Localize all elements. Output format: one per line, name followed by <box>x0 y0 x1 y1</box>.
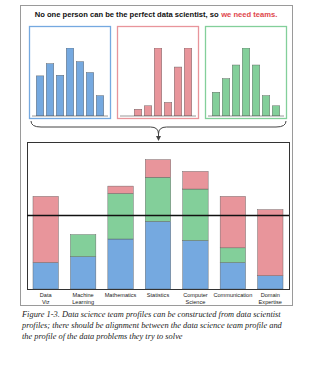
x-tick-label: DomainExpertise <box>259 292 282 305</box>
baseline <box>32 116 108 117</box>
label-line: Science <box>185 299 205 305</box>
bar <box>164 102 172 116</box>
profile-panel <box>118 27 199 119</box>
bar-segment <box>33 263 58 289</box>
bar <box>144 106 152 116</box>
plot-frame <box>28 143 290 290</box>
bar-segment <box>108 186 133 193</box>
brace <box>31 121 286 134</box>
bar-segment <box>220 248 245 263</box>
outer-frame <box>21 6 293 306</box>
x-tick-label: Mathematics <box>105 292 137 298</box>
label-line: Machine <box>73 292 94 298</box>
x-tick-label: Communication <box>213 292 252 298</box>
bar <box>212 92 220 116</box>
bar <box>46 64 54 116</box>
bar <box>56 75 64 116</box>
bar-segment <box>183 240 208 289</box>
label-line: Mathematics <box>105 292 137 298</box>
bar <box>242 48 250 116</box>
bar-segment <box>70 257 95 289</box>
label-line: Statistics <box>147 292 170 298</box>
bar-segment <box>70 235 95 257</box>
bar-segment <box>145 160 170 178</box>
bars <box>36 48 104 116</box>
bar <box>262 96 270 116</box>
panel-frame <box>206 27 287 119</box>
label-line: Viz <box>42 299 50 305</box>
title: No one person can be the perfect data sc… <box>35 10 278 19</box>
label-line: Communication <box>213 292 252 298</box>
bar-segment <box>70 234 95 235</box>
label-line: Domain <box>261 292 280 298</box>
bar <box>252 65 260 116</box>
bar-segment <box>220 196 245 247</box>
bar <box>232 65 240 116</box>
title-emphasis: we need teams. <box>220 10 277 19</box>
caption: Figure 1-3. Data science team profiles c… <box>22 309 294 342</box>
bar <box>154 48 162 116</box>
x-tick-label: ComputerScience <box>183 292 208 305</box>
bar-segment <box>220 263 245 289</box>
bar-segment <box>258 276 283 289</box>
bar <box>134 109 142 116</box>
arrow-head <box>156 136 161 141</box>
bar <box>86 72 94 116</box>
bar <box>76 62 84 116</box>
bars <box>212 48 280 116</box>
profile-panel <box>206 27 287 119</box>
bar <box>96 96 104 116</box>
panel-frame <box>30 27 111 119</box>
label-line: Expertise <box>259 299 282 305</box>
bar-segment <box>145 221 170 289</box>
profile-panel <box>30 27 111 119</box>
bar <box>272 106 280 116</box>
baseline <box>208 116 284 117</box>
bar <box>36 76 44 116</box>
bar <box>222 79 230 116</box>
bar-segment <box>258 210 283 276</box>
team-chart: DataViz MachineLearning Mathematics Statist… <box>27 143 290 306</box>
bar <box>184 48 192 116</box>
label-line: Computer <box>183 292 208 298</box>
baseline <box>120 116 196 117</box>
x-tick-label: DataViz <box>40 292 53 305</box>
bar-segment <box>108 239 133 289</box>
bars <box>134 48 192 116</box>
panel-frame <box>118 27 199 119</box>
bar <box>66 48 74 116</box>
figure: No one person can be the perfect data sc… <box>0 0 311 306</box>
bar-segment <box>33 196 58 262</box>
label-line: Learning <box>72 299 94 305</box>
bars <box>27 160 289 289</box>
bar-segment <box>183 171 208 189</box>
title-text: No one person can be the perfect data sc… <box>35 10 219 19</box>
bar <box>174 67 182 116</box>
x-tick-label: Statistics <box>147 292 170 298</box>
x-tick-label: MachineLearning <box>72 292 94 305</box>
label-line: Data <box>40 292 53 298</box>
threshold-line <box>27 215 289 217</box>
